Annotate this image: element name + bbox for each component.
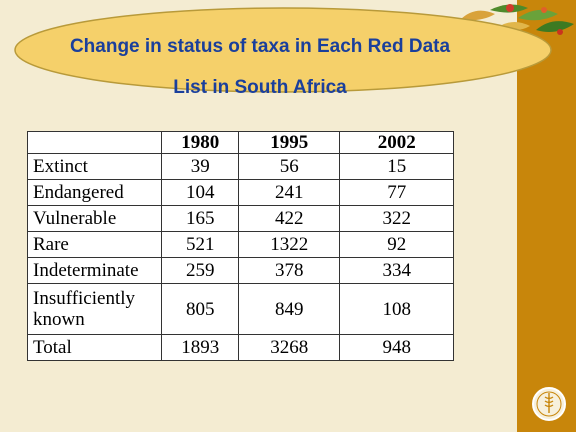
table-row: Insufficiently known 805 849 108 xyxy=(26,283,454,335)
cell-value: 104 xyxy=(161,179,240,207)
fao-logo-icon xyxy=(532,387,566,421)
cell-value: 92 xyxy=(339,231,454,259)
cell-value: 241 xyxy=(238,179,341,207)
table-row: Vulnerable 165 422 322 xyxy=(26,205,454,233)
side-band xyxy=(517,0,576,432)
table-row: Indeterminate 259 378 334 xyxy=(26,257,454,285)
header-cell-1980: 1980 xyxy=(161,131,240,154)
cell-value: 56 xyxy=(238,152,341,181)
cell-value: 39 xyxy=(161,152,240,181)
table-row: Rare 521 1322 92 xyxy=(26,231,454,259)
row-label: Extinct xyxy=(26,152,163,181)
row-label: Endangered xyxy=(26,179,163,207)
red-data-table: 1980 1995 2002 Extinct 39 56 15 Endanger… xyxy=(26,131,454,362)
row-label: Total xyxy=(26,333,163,362)
cell-value: 378 xyxy=(238,257,341,285)
title-ellipse xyxy=(14,7,552,93)
cell-value: 108 xyxy=(339,283,454,335)
slide-title-line1: Change in status of taxa in Each Red Dat… xyxy=(69,36,451,57)
cell-value: 334 xyxy=(339,257,454,285)
table-row: Endangered 104 241 77 xyxy=(26,179,454,207)
slide-title-line2: List in South Africa xyxy=(173,77,347,98)
data-table-container: 1980 1995 2002 Extinct 39 56 15 Endanger… xyxy=(26,131,454,362)
cell-value: 1322 xyxy=(238,231,341,259)
cell-value: 3268 xyxy=(238,333,341,362)
cell-value: 521 xyxy=(161,231,240,259)
row-label: Indeterminate xyxy=(26,257,163,285)
table-row: Extinct 39 56 15 xyxy=(26,152,454,181)
table-header-row: 1980 1995 2002 xyxy=(26,131,454,154)
leaves-decoration-icon xyxy=(460,4,574,35)
header-cell-1995: 1995 xyxy=(238,131,341,154)
cell-value: 422 xyxy=(238,205,341,233)
cell-value: 1893 xyxy=(161,333,240,362)
header-cell-empty xyxy=(26,131,163,154)
cell-value: 849 xyxy=(238,283,341,335)
row-label: Rare xyxy=(26,231,163,259)
cell-value: 322 xyxy=(339,205,454,233)
cell-value: 948 xyxy=(339,333,454,362)
cell-value: 77 xyxy=(339,179,454,207)
cell-value: 259 xyxy=(161,257,240,285)
table-row-total: Total 1893 3268 948 xyxy=(26,333,454,362)
cell-value: 805 xyxy=(161,283,240,335)
cell-value: 165 xyxy=(161,205,240,233)
row-label: Vulnerable xyxy=(26,205,163,233)
row-label: Insufficiently known xyxy=(26,283,163,335)
header-cell-2002: 2002 xyxy=(339,131,454,154)
cell-value: 15 xyxy=(339,152,454,181)
